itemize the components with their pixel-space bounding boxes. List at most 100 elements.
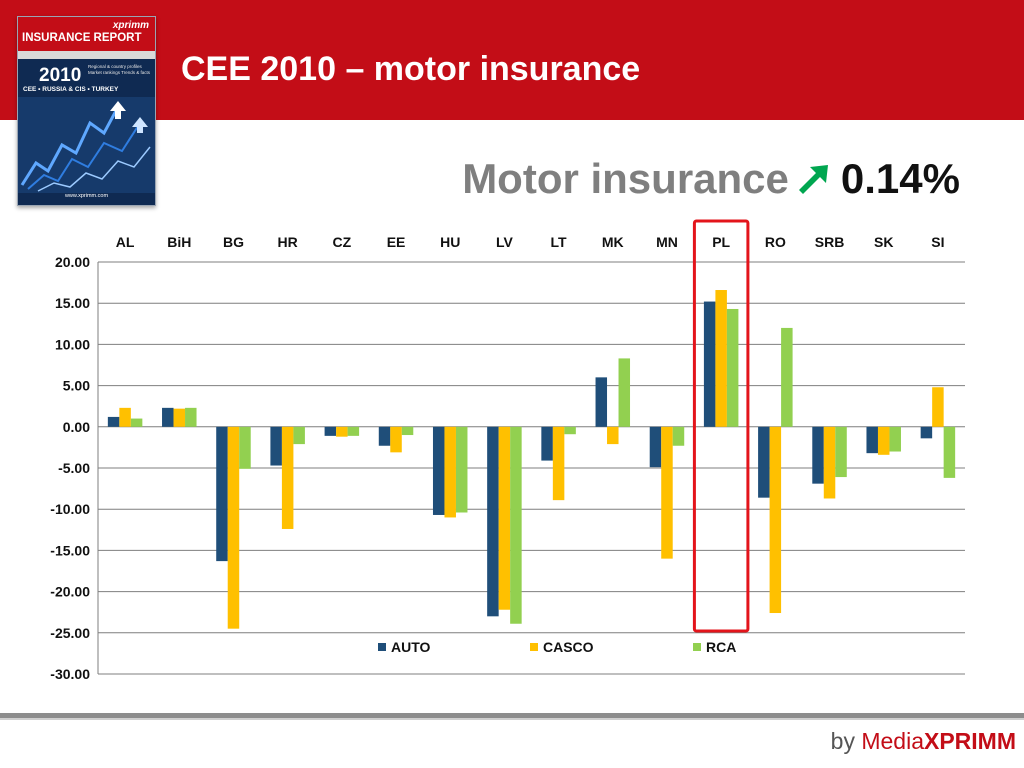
bar-rca bbox=[618, 358, 631, 427]
y-axis-labels: 20.00 15.00 10.00 5.00 0.00 -5.00 -10.00 -15.00… bbox=[50, 254, 90, 682]
bar-auto bbox=[758, 426, 770, 498]
category-label: MN bbox=[656, 234, 678, 250]
bar-auto bbox=[812, 426, 824, 484]
y-tick-label: 10.00 bbox=[55, 336, 90, 352]
category-label: BG bbox=[223, 234, 244, 250]
bar-casco bbox=[661, 426, 673, 559]
legend-swatch bbox=[378, 643, 386, 651]
credit-brand: XPRIMM bbox=[924, 728, 1016, 754]
bar-auto bbox=[866, 426, 878, 454]
cover-arrows-art bbox=[18, 97, 155, 193]
bar-auto bbox=[270, 426, 282, 466]
legend-label: AUTO bbox=[391, 639, 431, 655]
cover-blurb: Regional & country profiles Market ranki… bbox=[88, 64, 151, 75]
bar-auto bbox=[107, 416, 120, 427]
category-label: HU bbox=[440, 234, 460, 250]
bar-casco bbox=[227, 426, 240, 629]
cover-strip bbox=[18, 51, 155, 59]
publisher-credit: by MediaXPRIMM bbox=[831, 728, 1016, 755]
bar-casco bbox=[769, 426, 782, 614]
y-tick-label: 0.00 bbox=[63, 419, 90, 435]
bar-rca bbox=[726, 308, 739, 427]
y-tick-label: -25.00 bbox=[50, 625, 90, 641]
category-label: AL bbox=[116, 234, 135, 250]
category-label: PL bbox=[712, 234, 730, 250]
bar-auto bbox=[432, 426, 445, 515]
credit-media: Media bbox=[861, 728, 924, 754]
bar-casco bbox=[552, 426, 565, 501]
cover-year: 2010 bbox=[39, 65, 82, 86]
y-tick-label: -20.00 bbox=[50, 584, 90, 600]
bar-auto bbox=[324, 426, 337, 436]
bar-casco bbox=[336, 426, 348, 437]
y-tick-label: -10.00 bbox=[50, 501, 90, 517]
category-label: MK bbox=[602, 234, 624, 250]
cover-brand: xprimm bbox=[112, 20, 149, 31]
bar-rca bbox=[401, 426, 414, 436]
bar-auto bbox=[487, 426, 499, 617]
bar-rca bbox=[185, 407, 197, 427]
bar-casco bbox=[498, 426, 511, 610]
y-tick-label: 5.00 bbox=[63, 378, 90, 394]
bar-rca bbox=[672, 426, 685, 446]
bar-auto bbox=[216, 426, 228, 562]
bar-auto bbox=[162, 407, 174, 427]
slide-title: CEE 2010 – motor insurance bbox=[181, 50, 641, 88]
bar-rca bbox=[943, 426, 956, 478]
bar-casco bbox=[119, 407, 131, 427]
cover-title: INSURANCE REPORT bbox=[22, 32, 142, 44]
category-label: LV bbox=[496, 234, 514, 250]
bar-chart: 20.00 15.00 10.00 5.00 0.00 -5.00 -10.00 -15.00… bbox=[50, 219, 965, 682]
bar-rca bbox=[889, 426, 901, 452]
bar-auto bbox=[649, 426, 662, 468]
headline-label: Motor insurance bbox=[462, 155, 789, 202]
category-label: RO bbox=[765, 234, 786, 250]
legend-swatch bbox=[530, 643, 538, 651]
bar-rca bbox=[455, 426, 468, 513]
arrow-up-right-icon bbox=[798, 165, 828, 194]
category-label: SRB bbox=[815, 234, 845, 250]
category-label: CZ bbox=[333, 234, 352, 250]
legend-label: RCA bbox=[706, 639, 736, 655]
y-tick-label: -30.00 bbox=[50, 666, 90, 682]
bar-rca bbox=[781, 327, 793, 427]
credit-by: by bbox=[830, 728, 855, 754]
bar-casco bbox=[932, 387, 944, 427]
bar-rca bbox=[130, 418, 143, 427]
bars bbox=[107, 290, 956, 629]
footer-divider bbox=[0, 713, 1024, 718]
bar-rca bbox=[510, 426, 522, 624]
legend-swatch bbox=[693, 643, 701, 651]
bar-auto bbox=[595, 377, 608, 427]
category-label: HR bbox=[278, 234, 298, 250]
headline: Motor insurance 0.14% bbox=[462, 155, 960, 205]
category-label: SI bbox=[931, 234, 944, 250]
category-labels: AL BiH BG HR CZ EE HU LV LT MK MN PL RO SRB SK SI bbox=[116, 234, 945, 250]
cover-header bbox=[18, 17, 155, 51]
bar-casco bbox=[877, 426, 890, 455]
bar-auto bbox=[920, 426, 933, 439]
headline-value: 0.14% bbox=[840, 155, 960, 202]
legend-label: CASCO bbox=[543, 639, 594, 655]
bar-casco bbox=[444, 426, 456, 518]
bar-rca bbox=[835, 426, 847, 478]
y-tick-label: 15.00 bbox=[55, 295, 90, 311]
bar-auto bbox=[541, 426, 553, 461]
bar-auto bbox=[378, 426, 391, 446]
category-label: SK bbox=[874, 234, 893, 250]
cover-url: www.xprimm.com bbox=[64, 193, 109, 199]
footer-divider-light bbox=[0, 718, 1024, 720]
highlight-box bbox=[692, 219, 750, 633]
bar-casco bbox=[823, 426, 836, 499]
bar-casco bbox=[715, 290, 727, 427]
report-cover-image: xprimm INSURANCE REPORT 2010 Regional & … bbox=[17, 16, 156, 206]
legend: AUTO CASCO RCA bbox=[378, 639, 736, 655]
title-bar bbox=[0, 0, 1024, 120]
category-label: LT bbox=[551, 234, 568, 250]
category-label: BiH bbox=[167, 234, 191, 250]
bar-casco bbox=[390, 426, 402, 453]
bar-auto bbox=[703, 301, 716, 427]
category-label: EE bbox=[387, 234, 406, 250]
bar-rca bbox=[347, 426, 360, 436]
y-tick-label: 20.00 bbox=[55, 254, 90, 270]
